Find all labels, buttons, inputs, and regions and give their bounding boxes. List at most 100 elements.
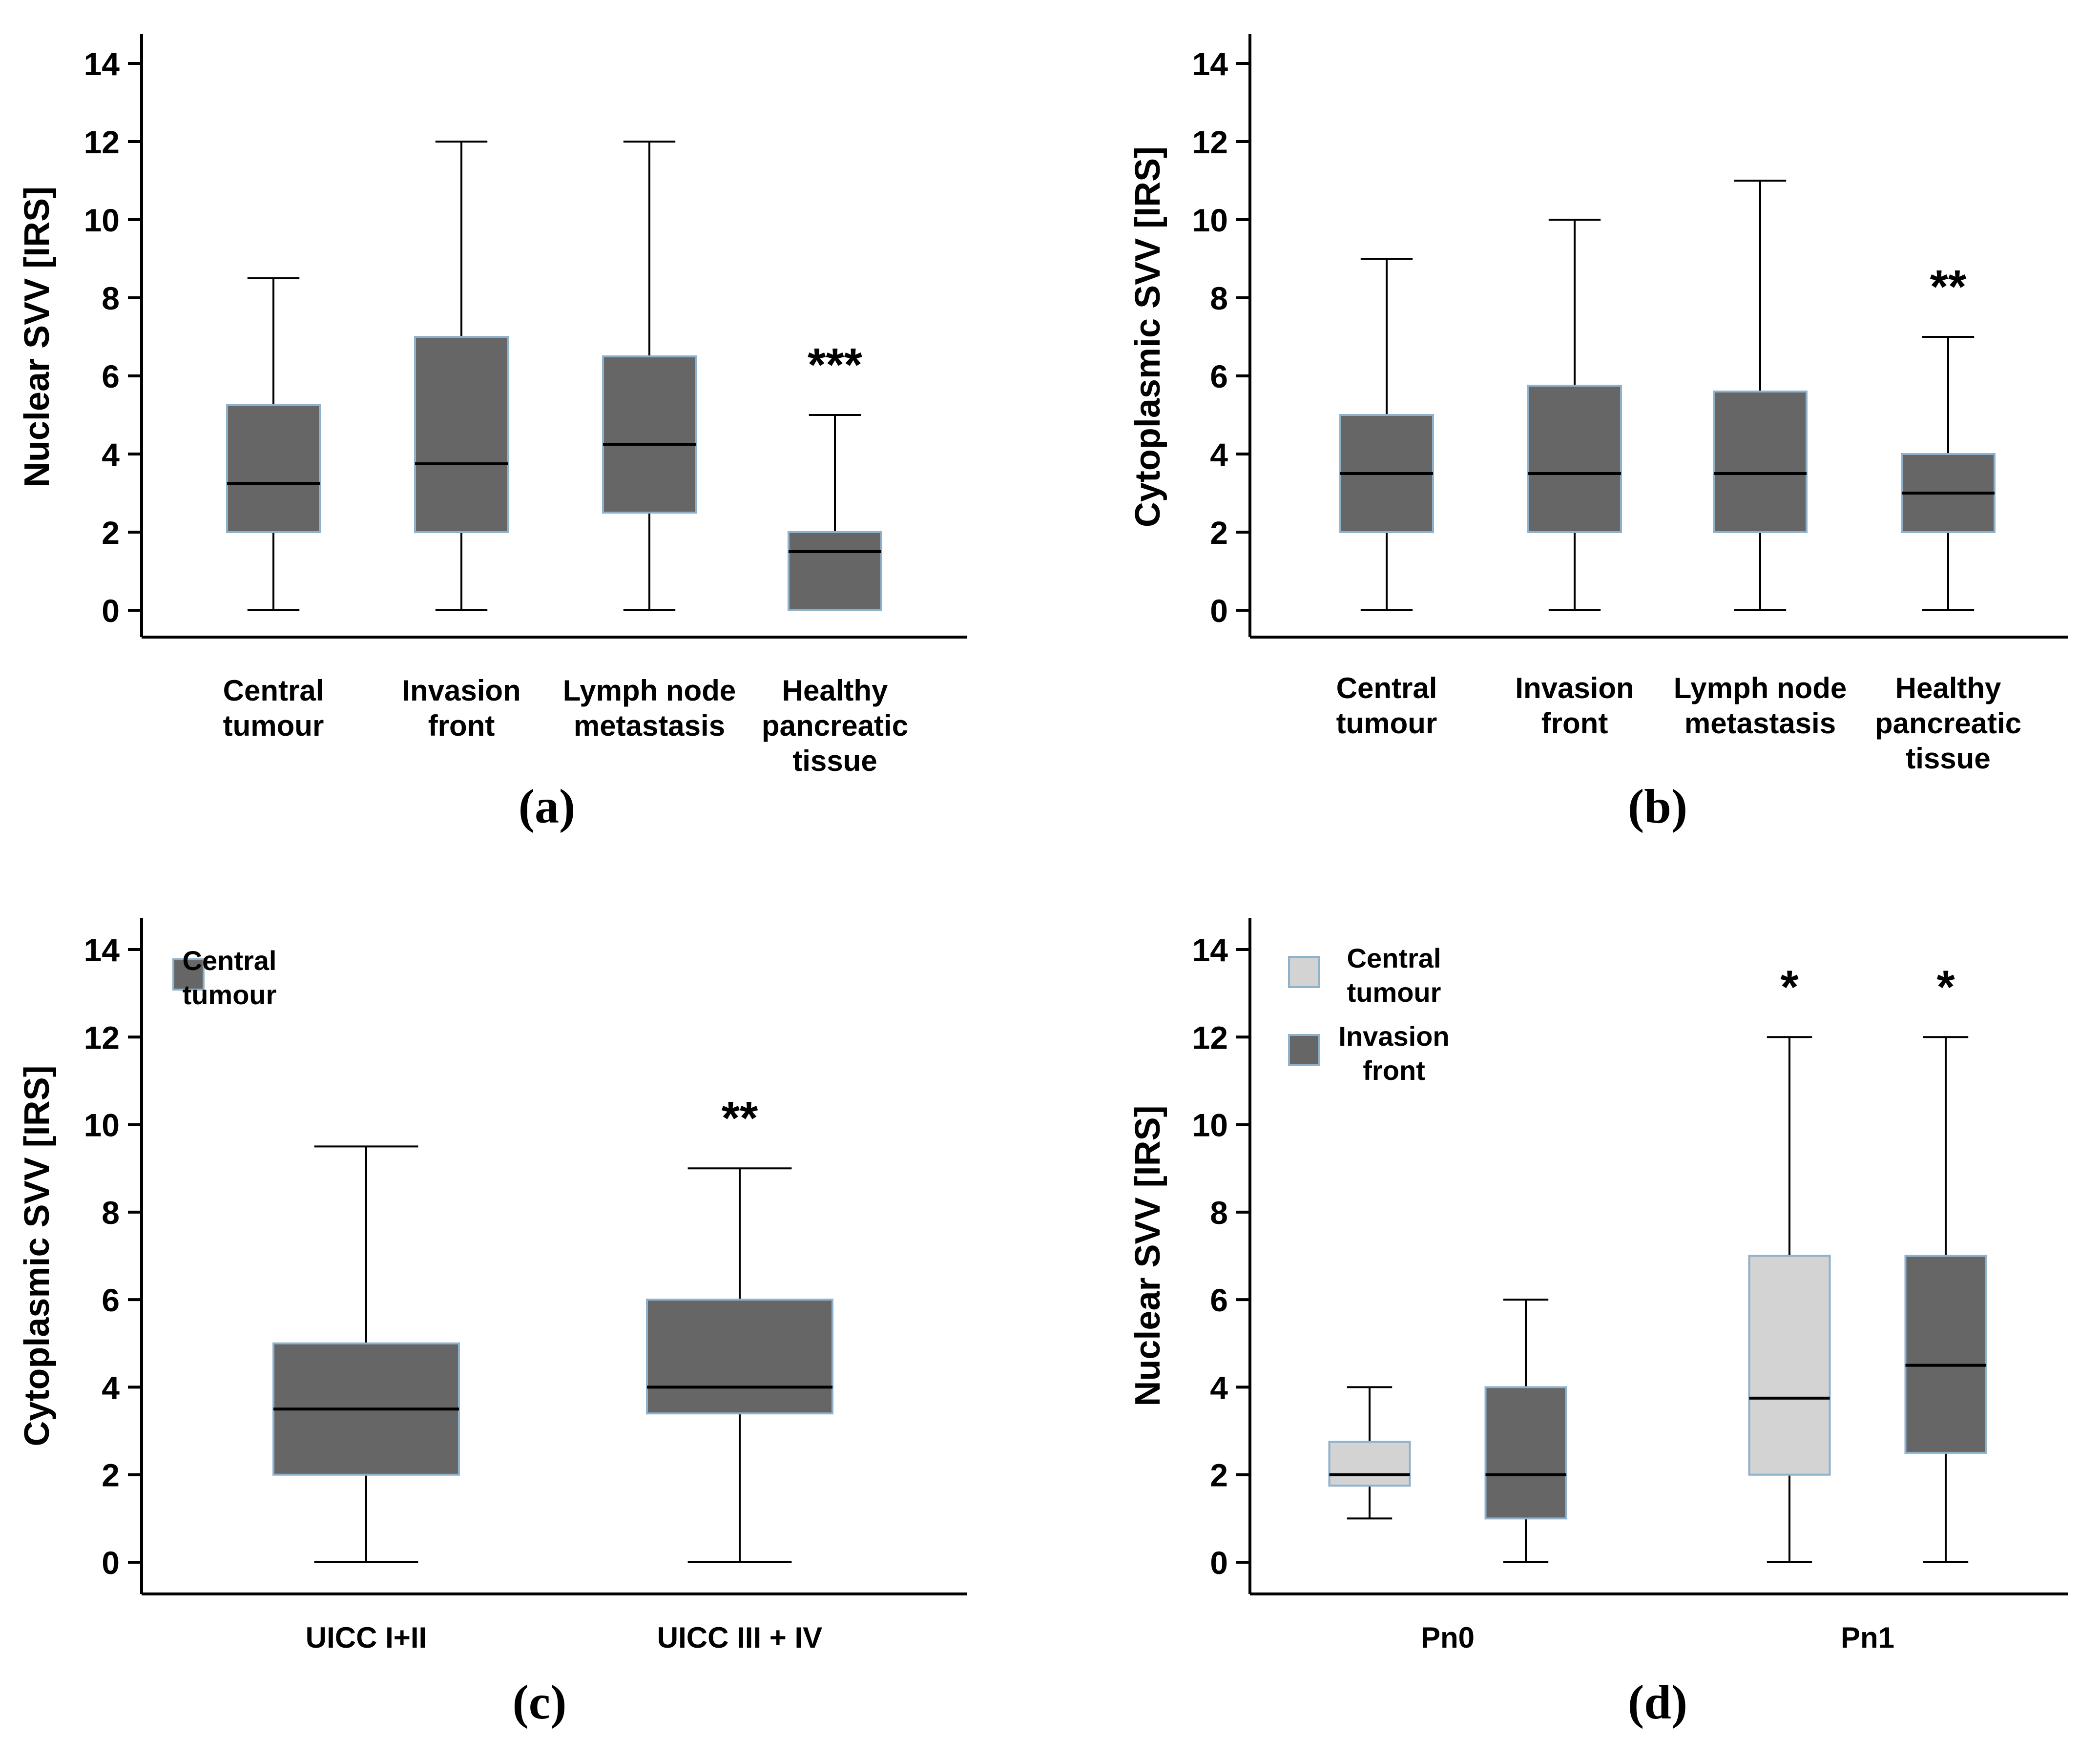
x-category-label: front (428, 709, 495, 742)
box-0 (272, 1145, 460, 1563)
legend-label: Invasion (1338, 1021, 1449, 1052)
y-tick-label: 8 (1210, 1195, 1228, 1231)
significance-annotation: ** (722, 1092, 758, 1144)
y-tick-label: 0 (1210, 1545, 1228, 1581)
box-2 (1713, 180, 1808, 611)
y-tick-label: 2 (1210, 515, 1228, 551)
legend-label: tumour (1347, 977, 1441, 1008)
box-1: ** (646, 1092, 833, 1563)
box-2 (602, 141, 697, 611)
y-tick-label: 12 (84, 124, 120, 160)
y-tick-label: 12 (1192, 1019, 1228, 1055)
iqr-box (1748, 1255, 1831, 1476)
x-category-label: Central (1336, 672, 1437, 704)
box-0-series-0 (1328, 1386, 1411, 1520)
significance-annotation: *** (808, 339, 863, 391)
panel-label: (c) (513, 1675, 567, 1729)
x-category-label: tumour (1336, 707, 1437, 740)
x-category-label: Central (223, 674, 324, 707)
box-3: ** (1901, 261, 1996, 611)
box-1 (1527, 219, 1622, 611)
iqr-box (226, 404, 321, 533)
x-category-label: Invasion (1515, 672, 1634, 704)
x-category-label: metastasis (574, 709, 725, 742)
iqr-box (602, 355, 697, 514)
x-category-label: UICC I+II (306, 1621, 427, 1654)
x-category-label: metastasis (1684, 707, 1836, 740)
y-tick-label: 4 (1210, 1369, 1228, 1406)
legend-label: Central (1347, 943, 1441, 973)
y-tick-label: 4 (102, 1369, 120, 1406)
x-category-label: Invasion (402, 674, 520, 707)
y-tick-label: 14 (84, 46, 120, 82)
box-1 (414, 141, 509, 611)
chart-panel-d: 0 2 4 6 8 10 12 14 Nuclear SVV [IRS] Pn0 Pn1 * * Cent… (1128, 918, 2068, 1729)
significance-annotation: * (1936, 961, 1955, 1013)
x-category-label: front (1541, 707, 1608, 740)
box-0-series-1 (1484, 1299, 1567, 1563)
iqr-box (646, 1299, 833, 1415)
x-category-label: pancreatic (1875, 707, 2021, 740)
y-tick-label: 10 (84, 1107, 120, 1143)
legend-swatch (172, 958, 205, 991)
legend-label: front (1363, 1055, 1425, 1086)
y-tick-label: 14 (84, 932, 120, 968)
y-tick-label: 14 (1192, 46, 1228, 82)
y-tick-label: 8 (102, 280, 120, 316)
box-0 (1339, 258, 1434, 611)
iqr-box (414, 336, 509, 533)
iqr-box (1713, 391, 1808, 533)
legend-swatch (1288, 956, 1320, 988)
panel-label: (d) (1628, 1675, 1687, 1729)
x-category-label: Pn1 (1841, 1621, 1894, 1654)
y-tick-label: 0 (1210, 593, 1228, 629)
legend-label: Central (183, 945, 277, 976)
box-1-series-1: * (1904, 961, 1987, 1563)
x-category-label: Healthy (782, 674, 888, 707)
legend-label: tumour (183, 979, 277, 1010)
iqr-box (1904, 1255, 1987, 1454)
x-category-label: Lymph node (1674, 672, 1847, 704)
x-category-label: tissue (792, 744, 877, 777)
iqr-box (1484, 1386, 1567, 1520)
y-tick-label: 10 (1192, 202, 1228, 238)
y-tick-label: 6 (1210, 1282, 1228, 1318)
y-axis-label: Cytoplasmic SVV [IRS] (1128, 146, 1167, 527)
iqr-box (1527, 385, 1622, 533)
y-tick-label: 0 (102, 593, 120, 629)
y-tick-label: 6 (1210, 358, 1228, 394)
y-tick-label: 2 (102, 515, 120, 551)
x-category-label: UICC III + IV (657, 1621, 822, 1654)
y-axis-label: Cytoplasmic SVV [IRS] (18, 1065, 57, 1446)
x-category-label: tissue (1906, 742, 1990, 775)
y-tick-label: 2 (1210, 1457, 1228, 1493)
iqr-box (788, 531, 882, 611)
y-tick-label: 12 (1192, 124, 1228, 160)
y-tick-label: 12 (84, 1019, 120, 1055)
box-1-series-0: * (1748, 961, 1831, 1563)
y-tick-label: 8 (1210, 280, 1228, 316)
y-tick-label: 8 (102, 1195, 120, 1231)
panel-label: (a) (519, 779, 576, 833)
y-tick-label: 2 (102, 1457, 120, 1493)
y-axis-label: Nuclear SVV [IRS] (1128, 1105, 1167, 1406)
y-tick-label: 4 (102, 436, 120, 473)
x-category-label: tumour (223, 709, 324, 742)
box-0 (226, 277, 321, 611)
iqr-box (1328, 1441, 1411, 1487)
x-category-label: Lymph node (563, 674, 736, 707)
y-tick-label: 4 (1210, 436, 1228, 473)
legend-swatch (1288, 1034, 1320, 1066)
y-tick-label: 10 (1192, 1107, 1228, 1143)
y-tick-label: 6 (102, 358, 120, 394)
y-tick-label: 14 (1192, 932, 1228, 968)
y-axis-label: Nuclear SVV [IRS] (18, 186, 57, 487)
x-category-label: pancreatic (762, 709, 908, 742)
x-category-label: Healthy (1895, 672, 2001, 704)
significance-annotation: ** (1930, 261, 1967, 313)
significance-annotation: * (1780, 961, 1799, 1013)
